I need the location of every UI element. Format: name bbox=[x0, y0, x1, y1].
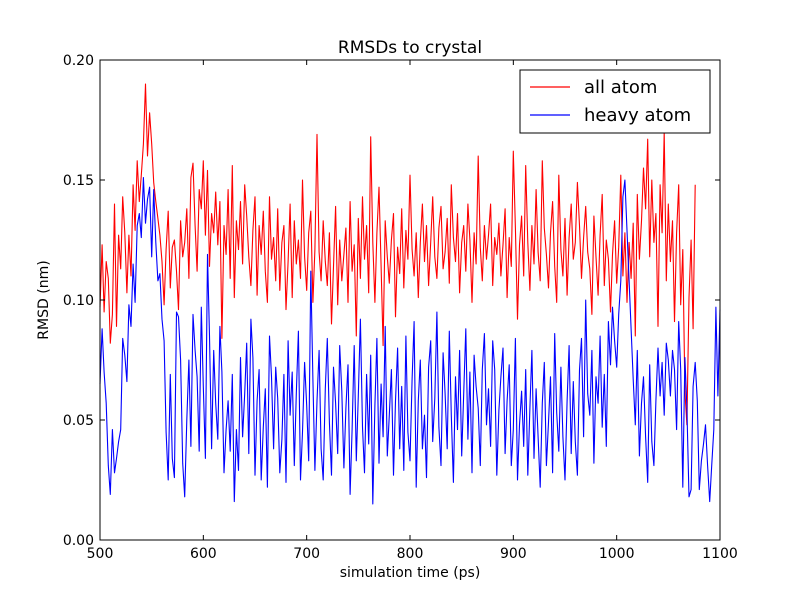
legend-box bbox=[519, 69, 711, 134]
y-axis-label: RMSD (nm) bbox=[36, 260, 52, 339]
tick-layer: 500 600 700 800 900 1000 1100 0.00 0.05 0.10 0.15 0… bbox=[63, 53, 738, 562]
x-tick-label: 700 bbox=[293, 546, 320, 562]
x-axis-label: simulation time (ps) bbox=[340, 565, 481, 581]
x-tick-label: 1100 bbox=[702, 546, 738, 562]
y-tick-label: 0.00 bbox=[63, 533, 94, 549]
legend-label-all-atom: all atom bbox=[584, 77, 657, 98]
y-tick-label: 0.20 bbox=[63, 53, 94, 69]
x-tick-label: 500 bbox=[87, 546, 114, 562]
chart-title: RMSDs to crystal bbox=[338, 38, 482, 58]
series-line-heavy-atom bbox=[99, 177, 721, 505]
x-tick-label: 600 bbox=[190, 546, 217, 562]
series-line-all-atom bbox=[99, 83, 696, 426]
y-tick-label: 0.05 bbox=[63, 413, 94, 429]
y-tick-label: 0.15 bbox=[63, 173, 94, 189]
y-tick-label: 0.10 bbox=[63, 293, 94, 309]
series-layer bbox=[99, 83, 721, 505]
x-tick-label: 1000 bbox=[599, 546, 635, 562]
legend: all atom heavy atom bbox=[519, 69, 711, 134]
x-tick-label: 800 bbox=[397, 546, 424, 562]
x-tick-label: 900 bbox=[500, 546, 527, 562]
legend-label-heavy-atom: heavy atom bbox=[584, 105, 691, 126]
